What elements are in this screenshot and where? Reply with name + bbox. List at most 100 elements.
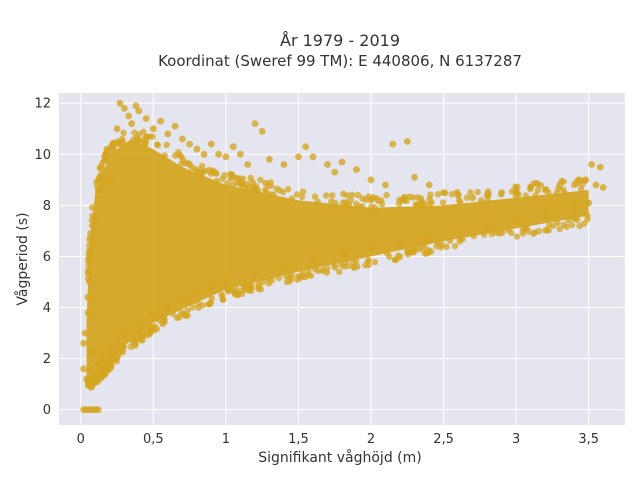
scatter-point — [259, 279, 266, 286]
scatter-point — [97, 171, 105, 179]
scatter-point — [143, 328, 150, 335]
scatter-point — [266, 191, 274, 198]
scatter-point — [100, 364, 107, 371]
scatter-point — [254, 186, 261, 193]
scatter-point — [210, 167, 217, 174]
scatter-point — [89, 204, 96, 211]
scatter-point — [120, 129, 127, 136]
scatter-point — [314, 198, 321, 205]
scatter-point — [208, 283, 215, 291]
scatter-point — [257, 176, 264, 184]
scatter-point — [527, 184, 535, 191]
scatter-point — [207, 300, 214, 307]
scatter-point — [585, 199, 593, 207]
scatter-point — [556, 225, 563, 232]
scatter-point — [384, 250, 391, 257]
scatter-point — [508, 229, 515, 236]
scatter-point — [149, 311, 157, 319]
scatter-point — [285, 186, 292, 193]
scatter-point — [314, 267, 322, 274]
scatter-point — [343, 200, 350, 208]
scatter-point — [443, 243, 450, 251]
scatter-point — [275, 274, 282, 282]
scatter-point — [469, 194, 476, 202]
scatter-point — [498, 189, 505, 197]
scatter-point — [80, 365, 88, 373]
scatter-point — [244, 161, 252, 168]
scatter-point — [132, 102, 140, 110]
scatter-point — [222, 153, 230, 161]
scatter-point — [102, 154, 110, 161]
scatter-point — [543, 226, 550, 234]
scatter-point — [131, 129, 138, 136]
scatter-point — [232, 289, 239, 296]
scatter-point — [427, 248, 435, 255]
scatter-point — [288, 195, 295, 202]
scatter-point — [323, 192, 330, 199]
scatter-point — [522, 192, 530, 199]
scatter-point — [565, 217, 572, 224]
scatter-point — [89, 350, 96, 357]
scatter-point — [302, 273, 309, 281]
scatter-point — [241, 184, 248, 191]
scatter-point — [331, 168, 339, 176]
scatter-point — [94, 406, 102, 414]
scatter-point — [324, 161, 331, 168]
scatter-point — [161, 316, 168, 323]
scatter-point — [426, 201, 433, 208]
scatter-point — [439, 199, 447, 206]
scatter-point — [298, 193, 306, 200]
scatter-point — [213, 177, 220, 184]
scatter-point — [84, 293, 92, 301]
scatter-point — [286, 274, 293, 281]
scatter-point — [268, 277, 276, 284]
scatter-point — [175, 149, 182, 156]
scatter-point — [179, 296, 186, 304]
x-tick-label: 1,5 — [288, 432, 309, 447]
scatter-point — [584, 216, 591, 223]
scatter-point — [582, 176, 590, 184]
scatter-point — [427, 191, 434, 198]
scatter-point — [128, 120, 136, 127]
scatter-point — [404, 251, 412, 258]
scatter-point — [519, 226, 527, 233]
y-axis-label: Vågperiod (s) — [14, 212, 31, 305]
scatter-point — [186, 161, 193, 168]
scatter-point — [251, 270, 259, 278]
scatter-point — [226, 286, 233, 293]
scatter-point — [131, 342, 139, 349]
scatter-point — [106, 347, 114, 355]
scatter-point — [354, 191, 362, 199]
scatter-point — [403, 138, 411, 145]
y-tick-label: 8 — [43, 199, 51, 214]
scatter-point — [329, 192, 336, 199]
scatter-point — [309, 153, 317, 161]
scatter-point — [184, 312, 191, 319]
scatter-point — [248, 183, 255, 191]
scatter-point — [367, 176, 375, 184]
scatter-point — [193, 168, 200, 175]
scatter-point — [434, 191, 442, 198]
scatter-point — [359, 203, 366, 210]
x-tick-label: 3 — [512, 432, 520, 447]
scatter-point — [130, 136, 137, 143]
scatter-point — [195, 300, 202, 307]
scatter-point — [470, 232, 477, 240]
scatter-point — [86, 278, 93, 286]
scatter-point — [164, 304, 172, 311]
scatter-point — [331, 262, 338, 269]
scatter-point — [85, 247, 93, 255]
scatter-point — [596, 163, 604, 171]
scatter-point — [208, 140, 215, 148]
scatter-point — [541, 212, 549, 220]
scatter-point — [149, 125, 157, 133]
scatter-point — [588, 161, 595, 168]
scatter-point — [383, 191, 390, 199]
x-axis-label: Signifikant våghöjd (m) — [258, 449, 421, 466]
scatter-point — [592, 181, 600, 189]
scatter-point — [362, 196, 369, 203]
scatter-point — [338, 250, 346, 258]
scatter-point — [446, 237, 454, 244]
y-tick-label: 6 — [43, 250, 51, 265]
scatter-point — [413, 201, 421, 209]
